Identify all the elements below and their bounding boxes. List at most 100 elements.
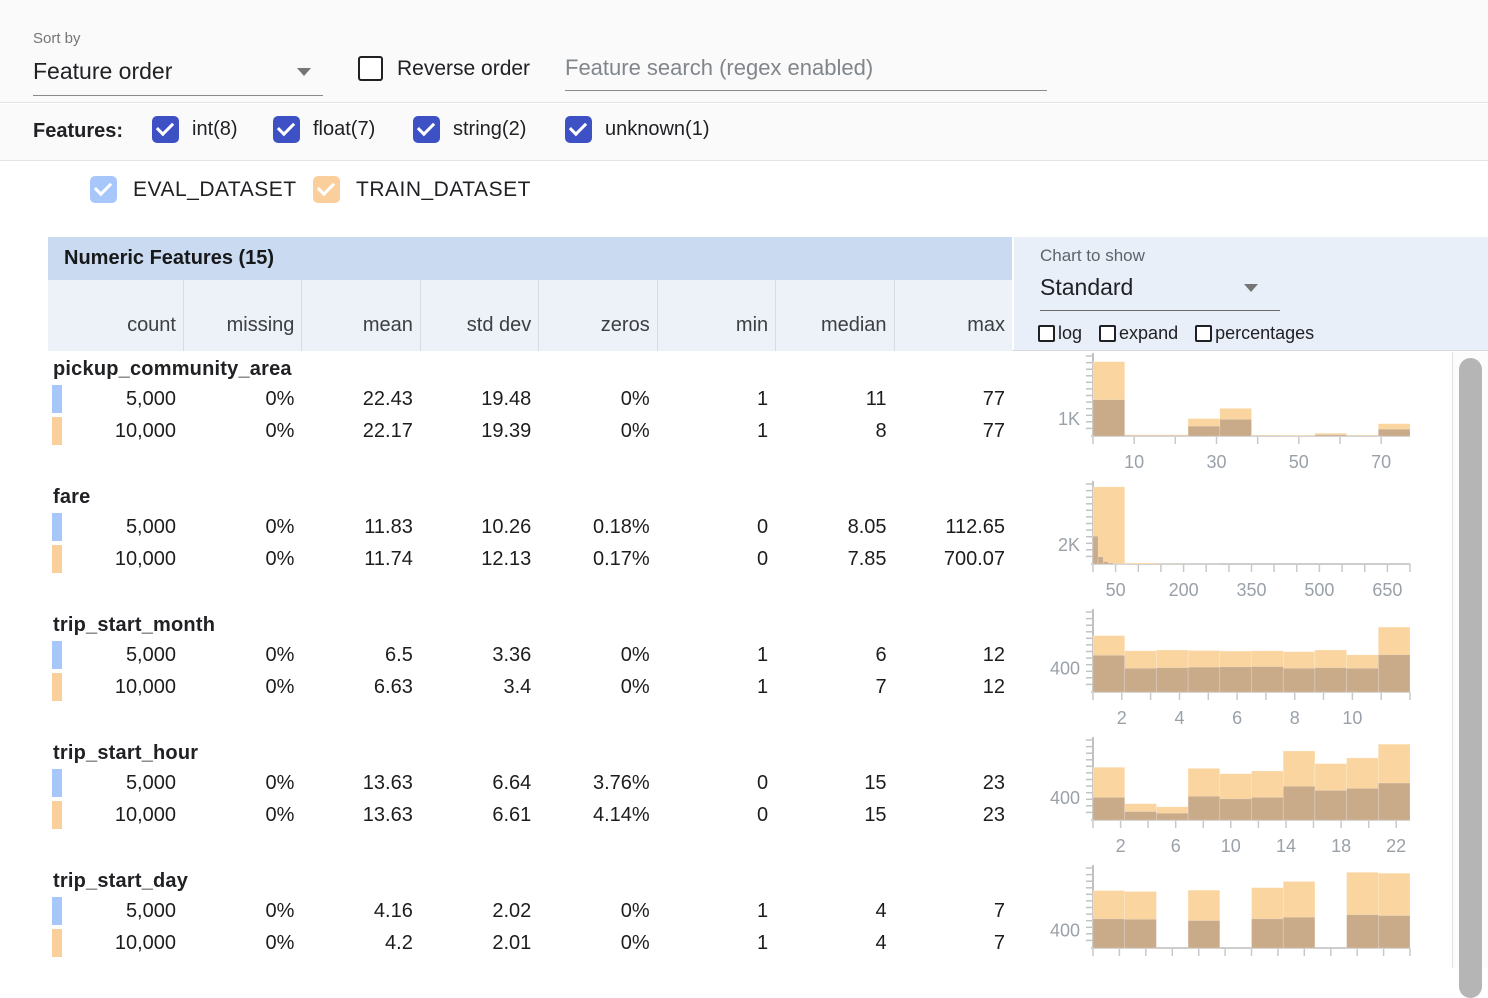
dataset-marker bbox=[52, 513, 62, 541]
stat-value: 10,000 bbox=[48, 420, 183, 443]
train-dataset-checkbox[interactable] bbox=[313, 176, 340, 203]
stat-value: 0% bbox=[183, 804, 301, 827]
column-header-min: min bbox=[657, 280, 775, 351]
stat-value: 19.48 bbox=[420, 388, 538, 411]
stat-value: 12 bbox=[894, 676, 1012, 699]
int-checkbox[interactable] bbox=[152, 116, 179, 143]
train-dataset-label: TRAIN_DATASET bbox=[356, 178, 531, 202]
stat-value: 6.5 bbox=[301, 644, 419, 667]
eval-dataset-toggle: EVAL_DATASET bbox=[90, 176, 297, 203]
string-checkbox[interactable] bbox=[413, 116, 440, 143]
stat-value: 5,000 bbox=[48, 516, 183, 539]
vertical-scrollbar-thumb[interactable] bbox=[1459, 358, 1482, 998]
stat-value: 1 bbox=[657, 420, 775, 443]
column-header-max: max bbox=[894, 280, 1012, 351]
float-label: float(7) bbox=[313, 118, 375, 141]
stat-value: 0% bbox=[538, 644, 656, 667]
stat-value: 6.64 bbox=[420, 772, 538, 795]
eval-dataset-checkbox[interactable] bbox=[90, 176, 117, 203]
stat-value: 4.2 bbox=[301, 932, 419, 955]
chart-to-show-label: Chart to show bbox=[1040, 246, 1145, 266]
feature-name: fare bbox=[48, 484, 1012, 511]
svg-text:30: 30 bbox=[1206, 452, 1226, 472]
svg-text:10: 10 bbox=[1342, 708, 1362, 728]
feature-search-input[interactable] bbox=[565, 45, 1047, 90]
sort-order-dropdown[interactable]: Feature order bbox=[33, 52, 323, 96]
eval-dataset-label: EVAL_DATASET bbox=[133, 178, 297, 202]
stat-value: 11.83 bbox=[301, 516, 419, 539]
chart-type-dropdown[interactable]: Standard bbox=[1040, 269, 1280, 311]
stat-value: 23 bbox=[894, 804, 1012, 827]
stat-value: 5,000 bbox=[48, 772, 183, 795]
features-label: Features: bbox=[33, 120, 123, 143]
stat-value: 0% bbox=[538, 420, 656, 443]
svg-text:6: 6 bbox=[1171, 836, 1181, 856]
svg-text:200: 200 bbox=[1169, 580, 1199, 600]
svg-text:22: 22 bbox=[1386, 836, 1406, 856]
svg-text:1K: 1K bbox=[1058, 409, 1080, 429]
type-filter-unknown: unknown(1) bbox=[565, 116, 710, 143]
stat-value: 2.02 bbox=[420, 900, 538, 923]
feature-search-field bbox=[565, 45, 1047, 91]
percentages-checkbox[interactable] bbox=[1195, 325, 1212, 342]
svg-text:10: 10 bbox=[1124, 452, 1144, 472]
svg-text:18: 18 bbox=[1331, 836, 1351, 856]
float-checkbox[interactable] bbox=[273, 116, 300, 143]
stat-value: 0% bbox=[183, 900, 301, 923]
feature-name: trip_start_hour bbox=[48, 740, 1012, 767]
reverse-order-checkbox[interactable] bbox=[358, 56, 383, 81]
stat-value: 4 bbox=[775, 900, 893, 923]
stat-value: 19.39 bbox=[420, 420, 538, 443]
stat-value: 4.14% bbox=[538, 804, 656, 827]
expand-label: expand bbox=[1119, 323, 1178, 344]
stat-value: 10,000 bbox=[48, 804, 183, 827]
stat-value: 700.07 bbox=[894, 548, 1012, 571]
stat-value: 5,000 bbox=[48, 644, 183, 667]
log-checkbox[interactable] bbox=[1038, 325, 1055, 342]
stat-value: 12 bbox=[894, 644, 1012, 667]
stat-value: 77 bbox=[894, 420, 1012, 443]
stat-value: 15 bbox=[775, 772, 893, 795]
unknown-checkbox[interactable] bbox=[565, 116, 592, 143]
svg-text:50: 50 bbox=[1289, 452, 1309, 472]
dataset-marker bbox=[52, 641, 62, 669]
stat-value: 13.63 bbox=[301, 772, 419, 795]
stat-value: 0 bbox=[657, 548, 775, 571]
svg-text:8: 8 bbox=[1290, 708, 1300, 728]
stat-value: 10,000 bbox=[48, 932, 183, 955]
stat-value: 0% bbox=[538, 388, 656, 411]
unknown-label: unknown(1) bbox=[605, 118, 710, 141]
stat-value: 3.36 bbox=[420, 644, 538, 667]
svg-text:650: 650 bbox=[1372, 580, 1402, 600]
stat-value: 3.4 bbox=[420, 676, 538, 699]
feature-type-bar: Features: int(8) float(7) string(2) unkn… bbox=[0, 104, 1488, 161]
dataset-marker bbox=[52, 769, 62, 797]
column-header-stddev: std dev bbox=[420, 280, 538, 351]
feature-name: pickup_community_area bbox=[48, 356, 1012, 383]
vertical-scrollbar-track[interactable] bbox=[1452, 352, 1488, 968]
expand-checkbox[interactable] bbox=[1099, 325, 1116, 342]
stat-value: 112.65 bbox=[894, 516, 1012, 539]
stat-value: 15 bbox=[775, 804, 893, 827]
stat-value: 0% bbox=[183, 420, 301, 443]
svg-text:2: 2 bbox=[1117, 708, 1127, 728]
stat-value: 7.85 bbox=[775, 548, 893, 571]
dataset-marker bbox=[52, 545, 62, 573]
